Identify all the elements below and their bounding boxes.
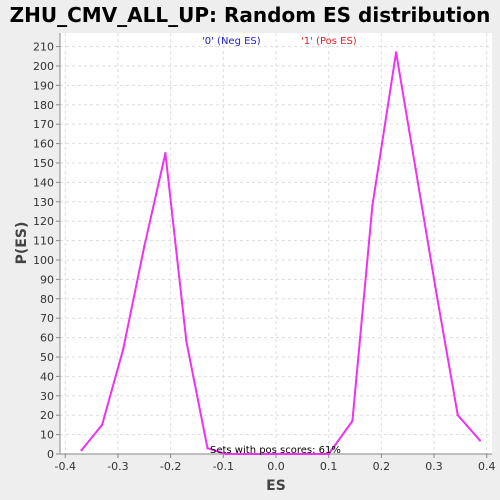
legend-entry-pos: '1' (Pos ES) — [301, 36, 357, 47]
y-tick-label: 40 — [40, 370, 54, 383]
series-point — [371, 204, 374, 207]
series-point — [122, 348, 125, 351]
series-point — [80, 448, 83, 452]
x-tick-label: 0.1 — [320, 460, 338, 473]
legend-entry-neg: '0' (Neg ES) — [202, 36, 261, 47]
series-point — [164, 152, 167, 155]
y-tick-label: 170 — [33, 118, 54, 131]
y-tick-label: 100 — [33, 254, 54, 267]
y-tick-label: 50 — [40, 351, 54, 364]
y-tick-label: 210 — [33, 41, 54, 54]
y-tick-label: 10 — [40, 429, 54, 442]
y-tick-label: 20 — [40, 409, 54, 422]
series-point — [185, 340, 188, 343]
series-point — [285, 452, 288, 456]
y-tick-label: 60 — [40, 332, 54, 345]
x-tick-label: -0.4 — [55, 460, 76, 473]
y-ticks: 0 10 20 30 40 50 60 70 80 90 100 110 120 130 140 150 160… — [33, 41, 60, 461]
series-line — [80, 51, 481, 455]
series-point — [206, 446, 209, 450]
x-tick-label: 0.3 — [425, 460, 443, 473]
y-tick-label: 140 — [33, 176, 54, 189]
y-tick-label: 120 — [33, 215, 54, 228]
y-tick-label: 130 — [33, 196, 54, 209]
x-ticks: -0.4 -0.3 -0.2 -0.1 0.0 0.1 0.2 0.3 0.4 — [55, 454, 496, 473]
series-point — [243, 452, 246, 456]
y-axis-label: P(ES) — [14, 222, 30, 265]
y-tick-label: 200 — [33, 60, 54, 73]
y-tick-label: 190 — [33, 79, 54, 92]
y-tick-label: 180 — [33, 99, 54, 112]
y-tick-label: 80 — [40, 293, 54, 306]
series — [80, 51, 482, 456]
series-point — [435, 293, 438, 297]
series-point — [100, 423, 104, 427]
y-tick-label: 110 — [33, 235, 54, 248]
y-tick-label: 30 — [40, 390, 54, 403]
series-point — [456, 413, 459, 417]
x-tick-label: 0.2 — [373, 460, 391, 473]
x-tick-label: -0.1 — [213, 460, 234, 473]
x-tick-label: 0.0 — [267, 460, 285, 473]
series-point — [264, 452, 267, 456]
series-point — [224, 452, 228, 456]
series-point — [394, 51, 398, 54]
series-point — [306, 452, 309, 456]
grid — [60, 33, 492, 454]
series-point — [327, 452, 330, 456]
series-point — [478, 439, 482, 442]
y-tick-label: 150 — [33, 157, 54, 170]
series-point — [351, 419, 354, 423]
y-tick-label: 70 — [40, 312, 54, 325]
y-tick-label: 90 — [40, 273, 54, 286]
pos-score-annotation: Sets with pos scores: 61% — [210, 445, 341, 456]
chart-title: ZHU_CMV_ALL_UP: Random ES distribution — [10, 3, 491, 27]
x-tick-label: -0.2 — [160, 460, 181, 473]
series-point — [414, 167, 417, 171]
y-tick-label: 0 — [47, 448, 54, 461]
series-point — [143, 245, 146, 248]
x-tick-label: -0.3 — [107, 460, 128, 473]
y-tick-label: 160 — [33, 138, 54, 151]
x-tick-label: 0.4 — [478, 460, 496, 473]
x-axis-label: ES — [266, 478, 286, 494]
